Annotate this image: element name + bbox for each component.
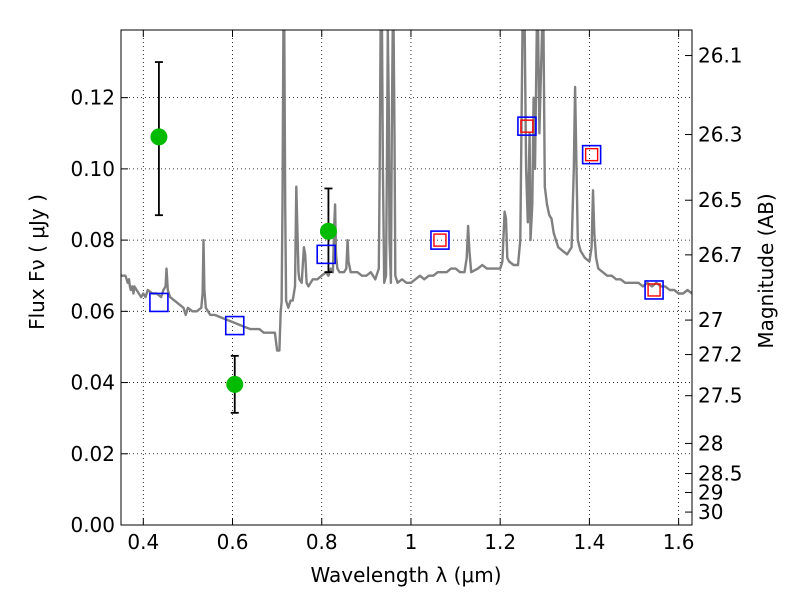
- x-tick-label: 1.4: [573, 530, 605, 554]
- right-tick-label: 30: [698, 500, 723, 524]
- model-red-square: [647, 283, 661, 297]
- y-tick-label: 0.12: [70, 86, 115, 110]
- plot-frame: [120, 29, 693, 526]
- model-blue-square: [224, 315, 245, 336]
- right-tick-label: 26.3: [698, 123, 743, 147]
- right-tick-label: 27.5: [698, 384, 743, 408]
- model-red-square: [433, 233, 447, 247]
- y-tick-label: 0.06: [70, 299, 115, 323]
- x-tick-label: 0.4: [127, 530, 159, 554]
- spectrum-layer: [121, 30, 692, 352]
- y-tick-label: 0.00: [70, 513, 115, 537]
- y-axis-label: Flux Fν ( μJy ): [25, 194, 49, 330]
- right-tick-label: 27: [698, 308, 723, 332]
- x-tick-label: 0.6: [217, 530, 249, 554]
- right-axis-label: Magnitude (AB): [754, 193, 778, 348]
- x-axis-label: Wavelength λ (μm): [310, 563, 501, 587]
- observed-point: [319, 222, 337, 240]
- observed-point: [150, 128, 168, 146]
- right-tick-label: 28.5: [698, 462, 743, 486]
- x-tick-label: 0.8: [306, 530, 338, 554]
- y-tick-label: 0.08: [70, 228, 115, 252]
- x-tick-label: 1.6: [663, 530, 695, 554]
- y-tick-label: 0.10: [70, 157, 115, 181]
- spectrum-line: [121, 30, 692, 352]
- right-tick-label: 29: [698, 481, 723, 505]
- right-tick-label: 27.2: [698, 343, 743, 367]
- model-red-square: [584, 147, 599, 162]
- model-blue-square: [430, 230, 450, 250]
- model-blue-square: [316, 244, 337, 265]
- right-tick-label: 26.7: [698, 243, 743, 267]
- x-tick-label: 1.2: [484, 530, 516, 554]
- right-tick-label: 26.5: [698, 188, 743, 212]
- ticks-layer: 0.4 0.6 0.8 1 1.2 1.4 1.6 0.00 0.02 0.04 0.06 0.08 0…: [70, 30, 743, 554]
- y-tick-label: 0.04: [70, 371, 115, 395]
- points-layer: [149, 61, 664, 414]
- observed-point: [226, 375, 244, 393]
- right-tick-label: 26.1: [698, 44, 743, 68]
- y-tick-label: 0.02: [70, 442, 115, 466]
- model-red-square: [520, 119, 534, 133]
- model-blue-square: [644, 280, 664, 300]
- x-tick-label: 1: [405, 530, 418, 554]
- model-blue-square: [581, 144, 602, 165]
- model-blue-square: [149, 292, 169, 313]
- model-blue-square: [517, 116, 537, 136]
- right-tick-label: 28: [698, 431, 723, 455]
- grid: [121, 30, 692, 525]
